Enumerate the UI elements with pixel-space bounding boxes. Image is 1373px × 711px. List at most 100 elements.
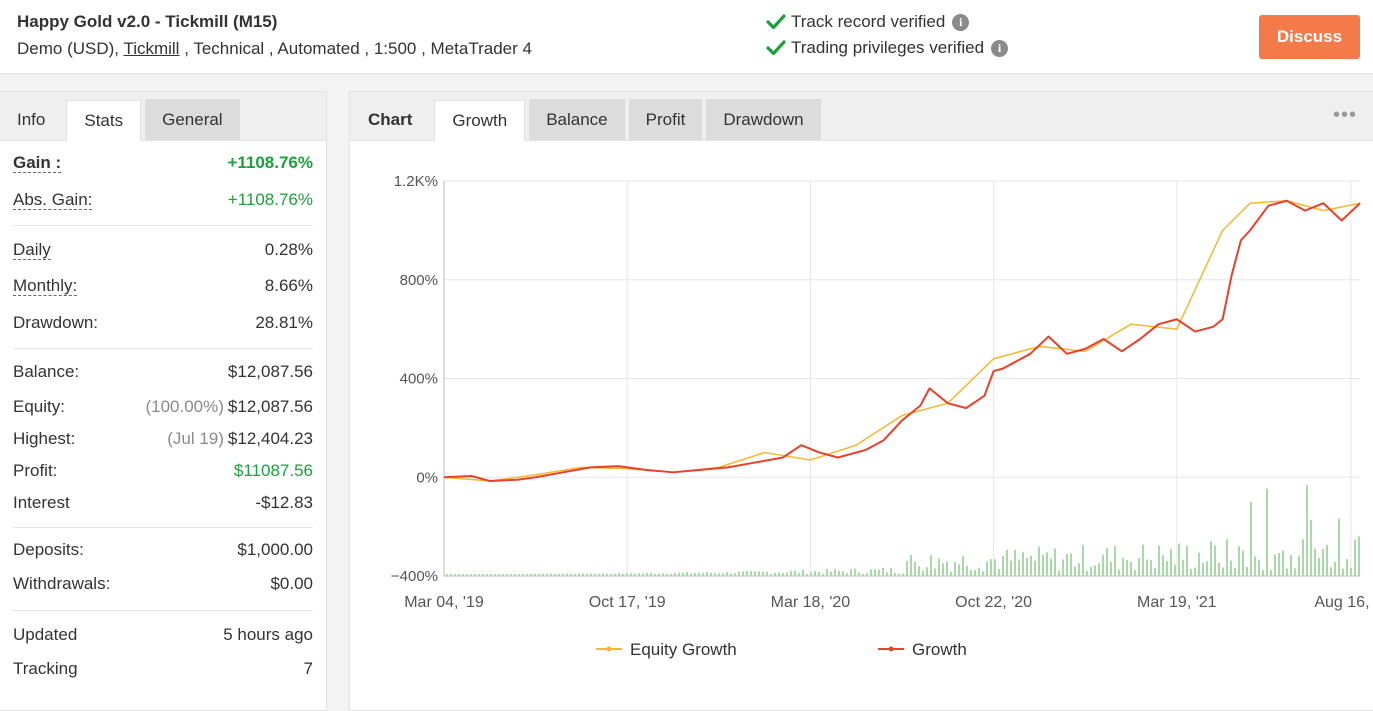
volume-bar bbox=[1254, 556, 1256, 576]
volume-bar bbox=[930, 555, 932, 576]
volume-bar bbox=[1002, 555, 1004, 576]
volume-bar bbox=[966, 565, 968, 576]
volume-bar bbox=[590, 573, 592, 576]
daily-label[interactable]: Daily bbox=[13, 240, 51, 260]
volume-bar bbox=[606, 573, 608, 576]
volume-bar bbox=[782, 573, 784, 576]
broker-link[interactable]: Tickmill bbox=[123, 39, 180, 58]
volume-bar bbox=[1234, 567, 1236, 576]
more-options-icon[interactable]: ••• bbox=[1332, 104, 1357, 126]
tab-general[interactable]: General bbox=[145, 99, 240, 140]
volume-bar bbox=[1178, 543, 1180, 576]
tab-balance[interactable]: Balance bbox=[529, 99, 625, 140]
monthly-value: 8.66% bbox=[264, 276, 313, 295]
volume-bar bbox=[718, 573, 720, 576]
volume-bar bbox=[974, 570, 976, 576]
withdrawals-value: $0.00 bbox=[270, 574, 313, 593]
volume-bar bbox=[1222, 567, 1224, 576]
volume-bar bbox=[970, 570, 972, 576]
gain-label[interactable]: Gain : bbox=[13, 153, 62, 173]
volume-bar bbox=[1226, 539, 1228, 576]
volume-bar bbox=[954, 561, 956, 576]
volume-bar bbox=[1194, 567, 1196, 576]
volume-bar bbox=[938, 558, 940, 576]
tab-profit[interactable]: Profit bbox=[628, 99, 703, 140]
tab-growth[interactable]: Growth bbox=[434, 100, 526, 141]
volume-bar bbox=[710, 572, 712, 576]
volume-bar bbox=[566, 573, 568, 576]
tab-drawdown[interactable]: Drawdown bbox=[706, 99, 821, 140]
volume-bar bbox=[1322, 549, 1324, 576]
chart-heading: Chart bbox=[368, 109, 413, 129]
x-tick-label: Mar 18, '20 bbox=[771, 594, 851, 611]
stat-row-abs-gain: Abs. Gain: +1108.76% bbox=[13, 181, 313, 219]
equity-percent: (100.00%) bbox=[145, 397, 224, 416]
account-details: , Technical , Automated , 1:500 , MetaTr… bbox=[179, 39, 532, 58]
volume-bar bbox=[1090, 566, 1092, 576]
volume-bar bbox=[1274, 554, 1276, 576]
system-title: Happy Gold v2.0 - Tickmill (M15) bbox=[17, 12, 278, 31]
volume-bar bbox=[1214, 545, 1216, 576]
volume-bar bbox=[1358, 536, 1360, 576]
volume-bar bbox=[1046, 552, 1048, 576]
volume-bar bbox=[486, 573, 488, 576]
volume-bar bbox=[538, 573, 540, 576]
volume-bar bbox=[1230, 560, 1232, 576]
volume-bar bbox=[894, 572, 896, 576]
info-icon[interactable]: i bbox=[952, 13, 970, 31]
volume-bar bbox=[1102, 554, 1104, 576]
volume-bar bbox=[750, 570, 752, 576]
volume-bar bbox=[1098, 563, 1100, 576]
volume-bar bbox=[646, 572, 648, 576]
volume-bar bbox=[510, 573, 512, 576]
volume-bar bbox=[490, 573, 492, 576]
volume-bar bbox=[1058, 570, 1060, 576]
volume-bar bbox=[1014, 549, 1016, 576]
volume-bar bbox=[1142, 544, 1144, 576]
tab-info[interactable]: Info bbox=[17, 109, 46, 129]
volume-bar bbox=[494, 573, 496, 576]
volume-bar bbox=[530, 573, 532, 576]
volume-bar bbox=[1086, 571, 1088, 576]
updated-label: Updated bbox=[13, 625, 78, 644]
volume-bar bbox=[1062, 559, 1064, 576]
tracking-value: 7 bbox=[303, 659, 313, 678]
volume-bar bbox=[794, 570, 796, 576]
highest-value: $12,404.23 bbox=[227, 429, 313, 448]
profit-label: Profit: bbox=[13, 461, 58, 480]
stat-row-gain: Gain : +1108.76% bbox=[13, 141, 313, 181]
abs-gain-label[interactable]: Abs. Gain: bbox=[13, 190, 93, 210]
volume-bar bbox=[582, 573, 584, 576]
volume-bar bbox=[906, 561, 908, 576]
volume-bar bbox=[1266, 488, 1268, 576]
volume-bar bbox=[654, 573, 656, 576]
drawdown-label: Drawdown: bbox=[13, 313, 99, 332]
volume-bar bbox=[522, 573, 524, 576]
deposits-label: Deposits: bbox=[13, 540, 84, 559]
volume-bar bbox=[550, 573, 552, 576]
monthly-label[interactable]: Monthly: bbox=[13, 276, 78, 296]
volume-bar bbox=[1250, 501, 1252, 576]
volume-bar bbox=[1106, 547, 1108, 576]
discuss-button[interactable]: Discuss bbox=[1259, 15, 1360, 59]
y-tick-label: −400% bbox=[391, 568, 438, 585]
stat-row-withdrawals: Withdrawals: $0.00 bbox=[13, 568, 313, 600]
volume-bar bbox=[914, 561, 916, 576]
volume-bar bbox=[998, 569, 1000, 576]
tab-stats[interactable]: Stats bbox=[66, 100, 142, 141]
volume-bar bbox=[1286, 568, 1288, 576]
volume-bar bbox=[454, 573, 456, 576]
volume-bar bbox=[934, 568, 936, 576]
stat-row-profit: Profit: $11087.56 bbox=[13, 455, 313, 487]
divider bbox=[13, 225, 313, 226]
volume-bar bbox=[878, 569, 880, 576]
volume-bar bbox=[810, 572, 812, 576]
series-line-equity-growth bbox=[443, 200, 1361, 482]
volume-bar bbox=[1182, 559, 1184, 576]
volume-bar bbox=[854, 568, 856, 576]
volume-bar bbox=[642, 573, 644, 576]
volume-bar bbox=[662, 573, 664, 576]
info-icon[interactable]: i bbox=[991, 39, 1009, 57]
volume-bar bbox=[458, 573, 460, 576]
volume-bar bbox=[1054, 548, 1056, 576]
